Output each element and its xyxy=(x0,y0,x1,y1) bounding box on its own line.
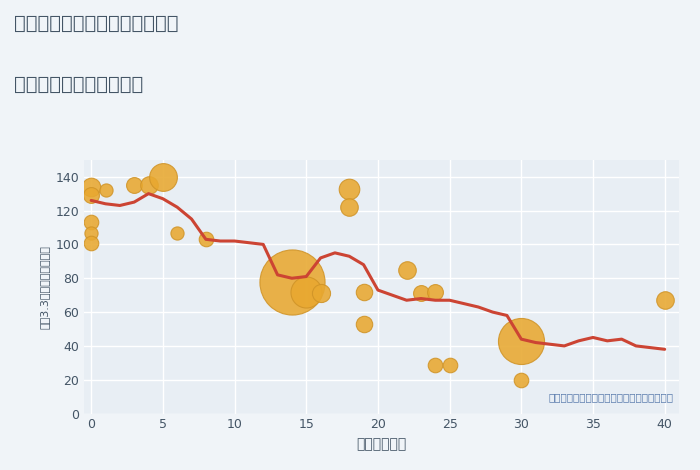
Point xyxy=(659,297,671,304)
Text: 築年数別中古戸建て価格: 築年数別中古戸建て価格 xyxy=(14,75,144,94)
Point xyxy=(85,229,97,236)
Point xyxy=(85,192,97,199)
Point xyxy=(200,235,211,243)
Point xyxy=(129,181,140,189)
Point xyxy=(85,183,97,191)
Text: 円の大きさは、取引のあった物件面積を示す: 円の大きさは、取引のあった物件面積を示す xyxy=(548,392,673,402)
Point xyxy=(415,290,426,297)
Point xyxy=(516,337,527,345)
Point xyxy=(286,278,297,285)
Point xyxy=(300,288,312,296)
Point xyxy=(516,376,527,384)
Point xyxy=(430,361,441,368)
Point xyxy=(344,204,355,211)
Point xyxy=(315,290,326,297)
X-axis label: 築年数（年）: 築年数（年） xyxy=(356,437,407,451)
Text: 大阪府大阪市住吉区帝塚山東の: 大阪府大阪市住吉区帝塚山東の xyxy=(14,14,178,33)
Point xyxy=(444,361,455,368)
Point xyxy=(100,187,111,194)
Point xyxy=(344,185,355,192)
Point xyxy=(401,266,412,274)
Point xyxy=(358,320,369,328)
Point xyxy=(358,288,369,296)
Point xyxy=(143,181,154,189)
Point xyxy=(172,229,183,236)
Point xyxy=(430,288,441,296)
Point xyxy=(158,173,169,180)
Y-axis label: 坪（3.3㎡）単価（万円）: 坪（3.3㎡）単価（万円） xyxy=(40,245,50,329)
Point xyxy=(85,219,97,226)
Point xyxy=(85,239,97,246)
